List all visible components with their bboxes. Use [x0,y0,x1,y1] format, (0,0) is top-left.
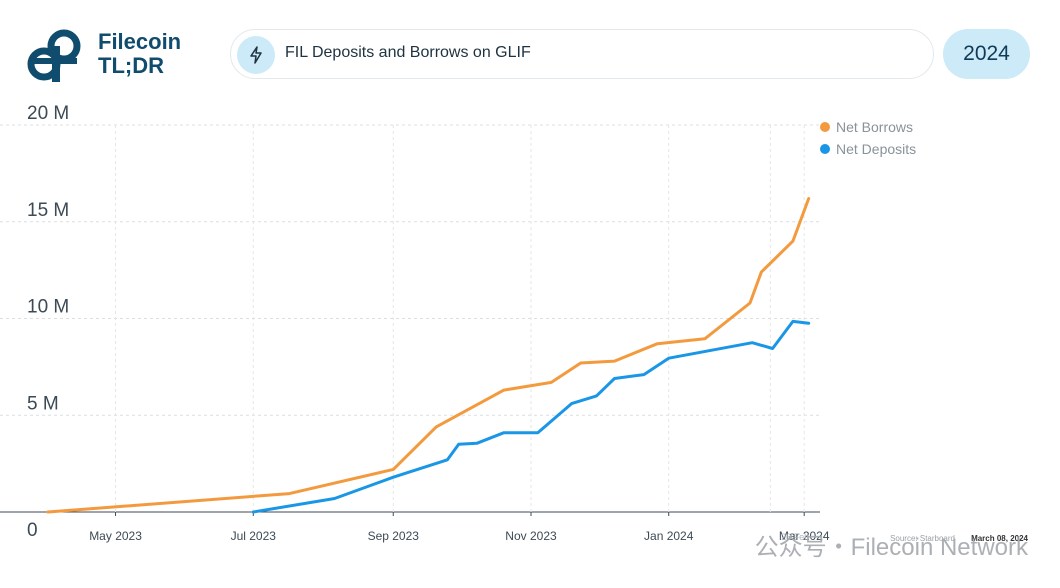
x-tick-label: Sep 2023 [368,529,420,543]
brand-name: Filecoin TL;DR [98,30,181,78]
legend-marker [820,144,830,154]
brand-line2: TL;DR [98,53,164,78]
x-tick-label: Jan 2024 [644,529,694,543]
chart-title: FIL Deposits and Borrows on GLIF [285,44,531,61]
x-axis: May 2023 Jul 2023 Sep 2023 Nov 2023 Jan 2024… [89,512,830,543]
filecoin-logo-icon [27,29,81,82]
title-pill: FIL Deposits and Borrows on GLIF [230,29,934,79]
watermark: 公众号・Filecoin Network [755,534,1029,561]
legend-label: Net Deposits [836,141,916,157]
source-note: Source: Starboard [890,534,955,543]
chart-series [46,197,811,514]
y-tick-label: 0 [27,520,38,541]
x-extra-label: 26 Feb [781,532,809,542]
lightning-icon [250,46,262,64]
chart-vertical-markers [115,125,805,512]
x-tick-label: Mar 2024 [779,529,830,543]
chart-legend: Net Borrows Net Deposits [820,119,916,157]
y-tick-label: 5 M [27,393,59,414]
series-line-net-deposits [251,319,811,514]
series-line-net-borrows [46,197,811,514]
legend-label: Net Borrows [836,119,913,135]
y-axis: 0 5 M 10 M 15 M 20 M [27,103,69,541]
y-tick-label: 20 M [27,103,69,124]
date-note: March 08, 2024 [971,534,1028,543]
legend-marker [820,122,830,132]
brand-line1: Filecoin [98,29,182,54]
bolt-badge [237,36,275,74]
x-tick-label: Jul 2023 [231,529,277,543]
y-tick-label: 15 M [27,200,69,221]
y-tick-label: 10 M [27,297,69,318]
chart-footnote: Source: Starboard March 08, 2024 公众号・Fil… [755,534,1029,561]
chart-grid [0,124,820,513]
year-badge: 2024 [943,29,1030,79]
x-tick-label: Nov 2023 [505,529,557,543]
x-tick-label: May 2023 [89,529,142,543]
